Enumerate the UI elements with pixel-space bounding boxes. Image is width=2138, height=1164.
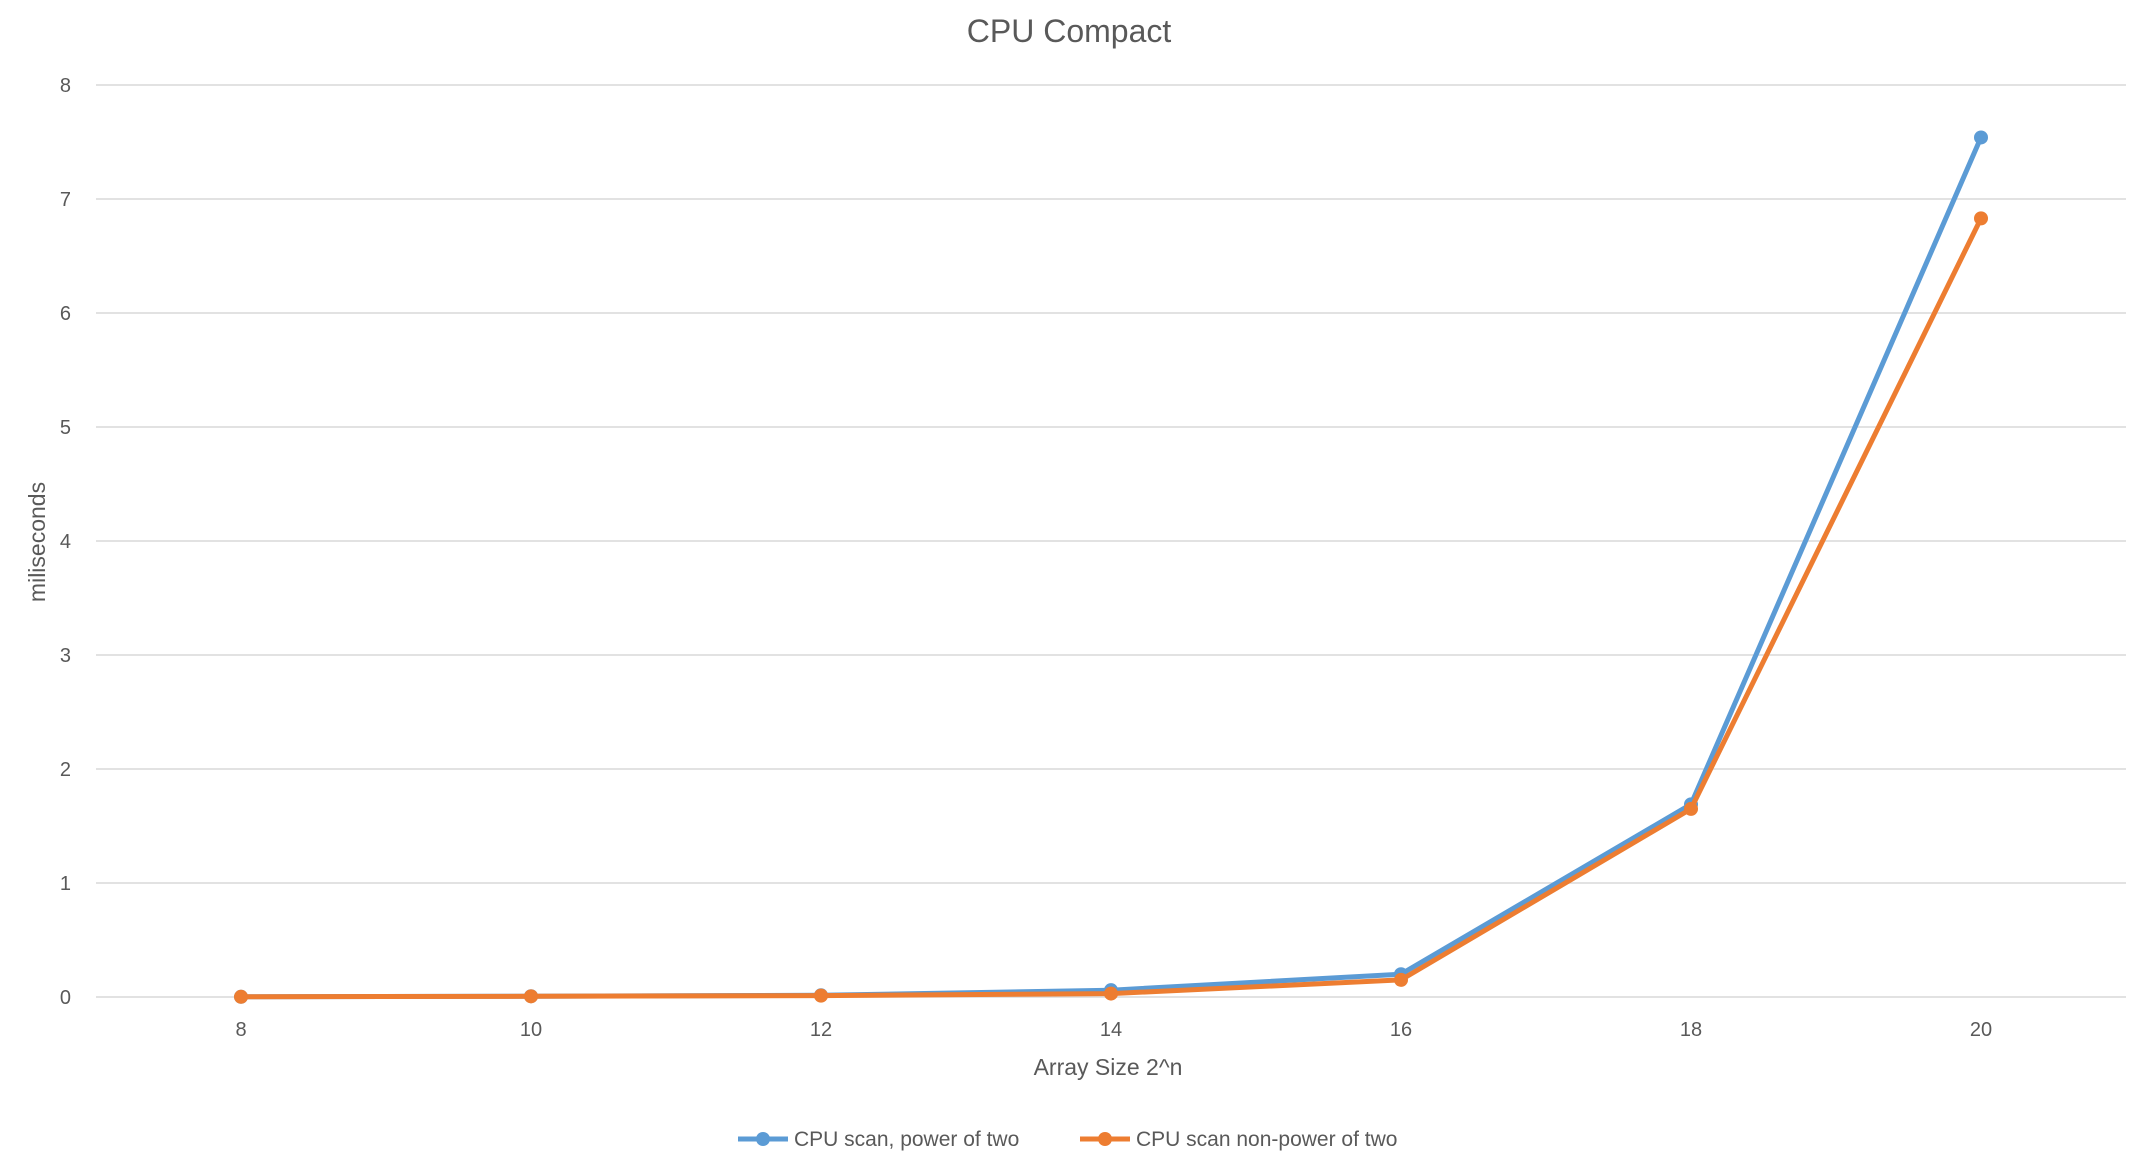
data-point [1974,211,1988,226]
series-layer [234,130,1988,1004]
x-tick-label: 14 [1100,1019,1122,1041]
x-tick-label: 18 [1680,1019,1702,1041]
y-axis-ticks: 0 1 2 3 4 5 6 7 8 [60,75,71,1009]
data-point [524,989,538,1004]
data-point [814,988,828,1003]
series-2 [234,211,1988,1004]
y-tick-label: 0 [60,987,71,1009]
series-line [238,134,1984,1000]
gridlines [96,84,2126,998]
y-axis-label: miliseconds [24,482,50,602]
y-tick-label: 6 [60,303,71,325]
x-axis-ticks: 8 10 12 14 16 18 20 [235,1019,1992,1041]
data-point [1104,986,1118,1001]
x-tick-label: 10 [520,1019,542,1041]
data-point [234,989,248,1004]
legend-item: CPU scan, power of two [738,1128,1019,1151]
x-axis-label: Array Size 2^n [1034,1054,1183,1080]
y-tick-label: 2 [60,759,71,781]
legend-swatch-marker [1098,1132,1112,1146]
legend-item: CPU scan non-power of two [1080,1128,1397,1151]
y-tick-label: 4 [60,531,71,553]
x-tick-label: 16 [1390,1019,1412,1041]
chart-title: CPU Compact [967,13,1172,49]
data-point [1974,130,1988,145]
y-tick-label: 7 [60,189,71,211]
data-point [1394,972,1408,987]
legend-label: CPU scan non-power of two [1136,1128,1397,1151]
series-1 [234,130,1988,1004]
x-tick-label: 12 [810,1019,832,1041]
x-tick-label: 8 [235,1019,246,1041]
y-tick-label: 5 [60,417,71,439]
legend-label: CPU scan, power of two [794,1128,1019,1151]
series-line [238,215,1984,1000]
data-point [1684,801,1698,816]
y-tick-label: 3 [60,645,71,667]
y-tick-label: 1 [60,873,71,895]
y-tick-label: 8 [60,75,71,97]
x-tick-label: 20 [1970,1019,1992,1041]
legend-swatch-marker [756,1132,770,1146]
legend: CPU scan, power of two CPU scan non-power… [738,1128,1397,1151]
